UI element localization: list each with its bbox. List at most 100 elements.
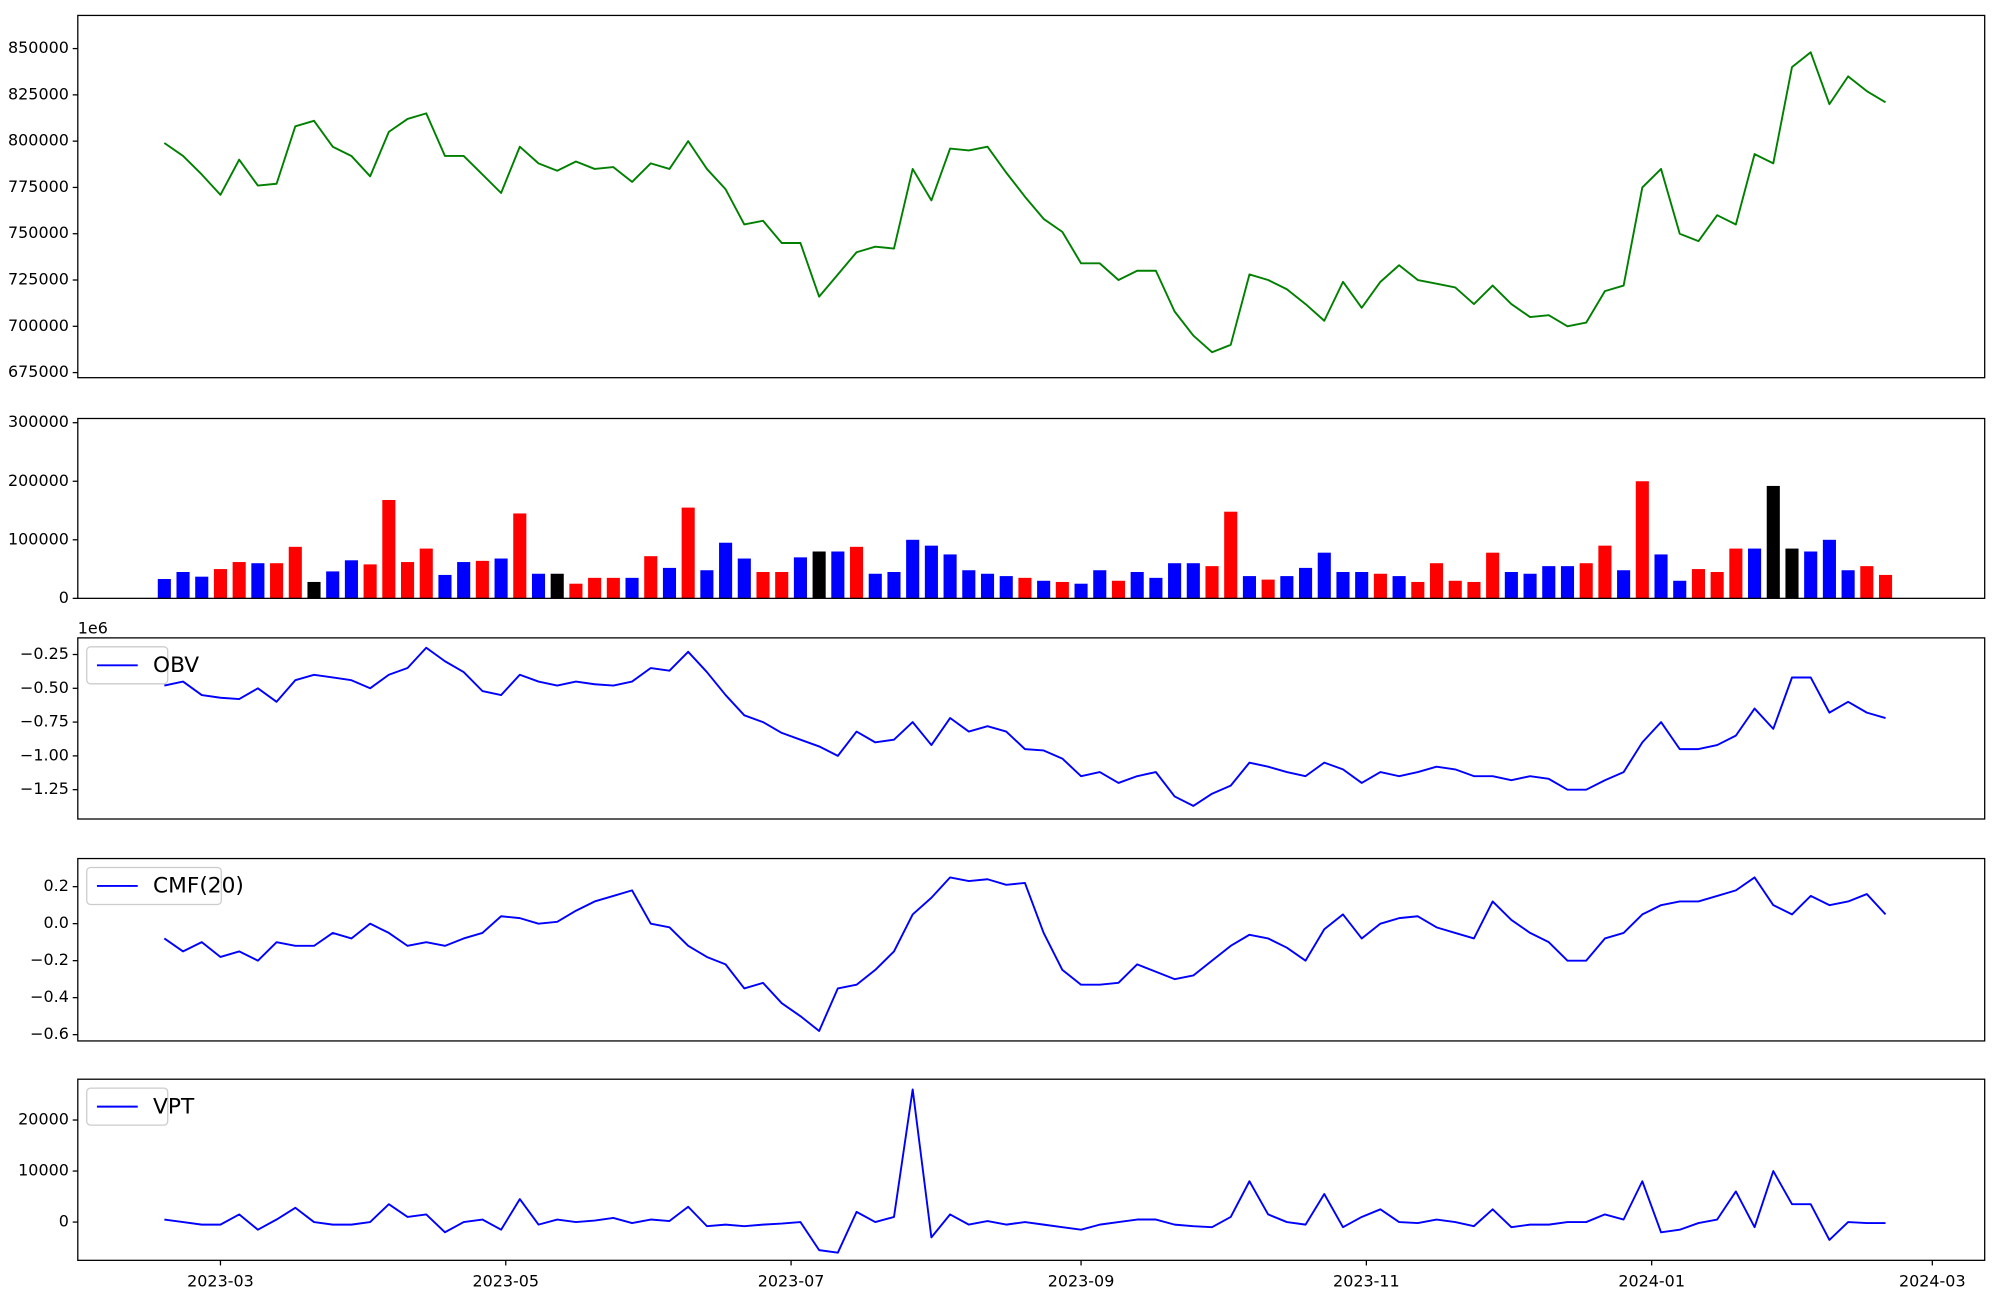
bar: [1654, 554, 1668, 599]
bar: [307, 581, 321, 599]
bar: [1523, 573, 1537, 599]
bar: [812, 551, 826, 599]
x-tick-label: 2023-09: [1048, 1272, 1115, 1291]
legend-label: VPT: [153, 1094, 195, 1119]
bar: [1373, 573, 1387, 599]
bar: [1280, 576, 1294, 599]
bar: [1429, 563, 1444, 599]
bar: [1710, 571, 1724, 599]
bar: [531, 573, 546, 599]
bar: [494, 558, 508, 599]
bar: [1149, 577, 1163, 599]
bar: [906, 539, 920, 599]
axes-frame: [77, 857, 1986, 1042]
bar: [1448, 580, 1462, 599]
bar: [719, 542, 733, 599]
axes-frame: [77, 417, 1986, 599]
bar: [457, 562, 471, 599]
bar: [1748, 548, 1762, 599]
axes-frame: [77, 637, 1986, 820]
bar: [1822, 539, 1836, 599]
bar: [1130, 571, 1144, 599]
x-tick-label: 2024-01: [1618, 1272, 1685, 1291]
bar: [1560, 566, 1575, 599]
y-tick-label: −0.6: [30, 1024, 69, 1043]
bar: [1617, 570, 1631, 599]
bar: [1467, 581, 1481, 599]
line-series: [163, 51, 1887, 354]
x-tick-label: 2023-07: [758, 1272, 825, 1291]
y-tick-label: 850000: [8, 38, 69, 57]
y-tick-label: 0: [59, 1212, 69, 1231]
bar: [1841, 570, 1855, 599]
bar: [1205, 566, 1219, 599]
y-tick-label: −0.25: [20, 644, 69, 663]
bar: [344, 560, 358, 599]
bar: [887, 571, 901, 599]
bar: [1299, 567, 1313, 599]
bar: [1168, 563, 1182, 599]
legend-label: CMF(20): [153, 874, 244, 899]
bar: [1336, 571, 1350, 599]
bar: [943, 554, 957, 599]
bar: [850, 546, 864, 599]
bar: [756, 571, 770, 599]
y-tick-label: −0.4: [30, 987, 69, 1006]
y-tick-label: 825000: [8, 84, 69, 103]
bar: [1785, 548, 1799, 599]
y-tick-label: 725000: [8, 270, 69, 289]
y-tick-label: 675000: [8, 362, 69, 381]
y-tick-label: 800000: [8, 131, 69, 150]
bar: [1504, 571, 1518, 599]
y-tick-label: 10000: [18, 1161, 69, 1180]
bar: [176, 571, 190, 599]
y-tick-label: 775000: [8, 177, 69, 196]
bar: [1804, 551, 1818, 599]
line-series: [164, 646, 1886, 807]
bar: [962, 570, 976, 599]
bar: [382, 499, 396, 599]
bar: [1878, 574, 1893, 599]
bar: [980, 573, 995, 599]
bar: [270, 563, 284, 599]
legend-box: [86, 866, 222, 906]
bar: [681, 507, 695, 599]
axis-offset: 1e6: [78, 618, 108, 637]
y-tick-label: 200000: [8, 471, 69, 490]
bar: [419, 548, 433, 599]
y-tick-label: 0.0: [44, 913, 69, 932]
bar: [1242, 576, 1256, 599]
bar: [1729, 548, 1743, 599]
bar: [831, 551, 845, 599]
bar: [550, 573, 564, 599]
axes-frame: [77, 1078, 1986, 1261]
y-tick-label: −0.50: [20, 678, 69, 697]
bar: [1018, 577, 1032, 599]
bar: [1055, 581, 1069, 599]
y-tick-label: 300000: [8, 412, 69, 431]
line-series: [164, 1088, 1886, 1254]
bar: [1261, 579, 1275, 599]
y-tick-label: −1.00: [20, 745, 69, 764]
bar: [475, 560, 489, 599]
bar: [400, 562, 415, 599]
x-tick-label: 2023-05: [472, 1272, 539, 1291]
bar: [251, 563, 265, 599]
bar: [644, 556, 658, 599]
y-tick-label: 750000: [8, 223, 69, 242]
bar: [1317, 552, 1331, 599]
x-tick-label: 2023-03: [187, 1272, 254, 1291]
bar: [363, 564, 377, 599]
bar: [793, 557, 807, 599]
bar: [213, 569, 228, 599]
y-tick-label: 700000: [8, 316, 69, 335]
bar: [157, 579, 171, 599]
bar: [868, 573, 882, 599]
bar: [569, 583, 583, 599]
bar: [999, 576, 1013, 599]
axes-frame: [77, 14, 1986, 379]
y-tick-label: 0.2: [44, 876, 69, 895]
bar: [1860, 566, 1874, 599]
